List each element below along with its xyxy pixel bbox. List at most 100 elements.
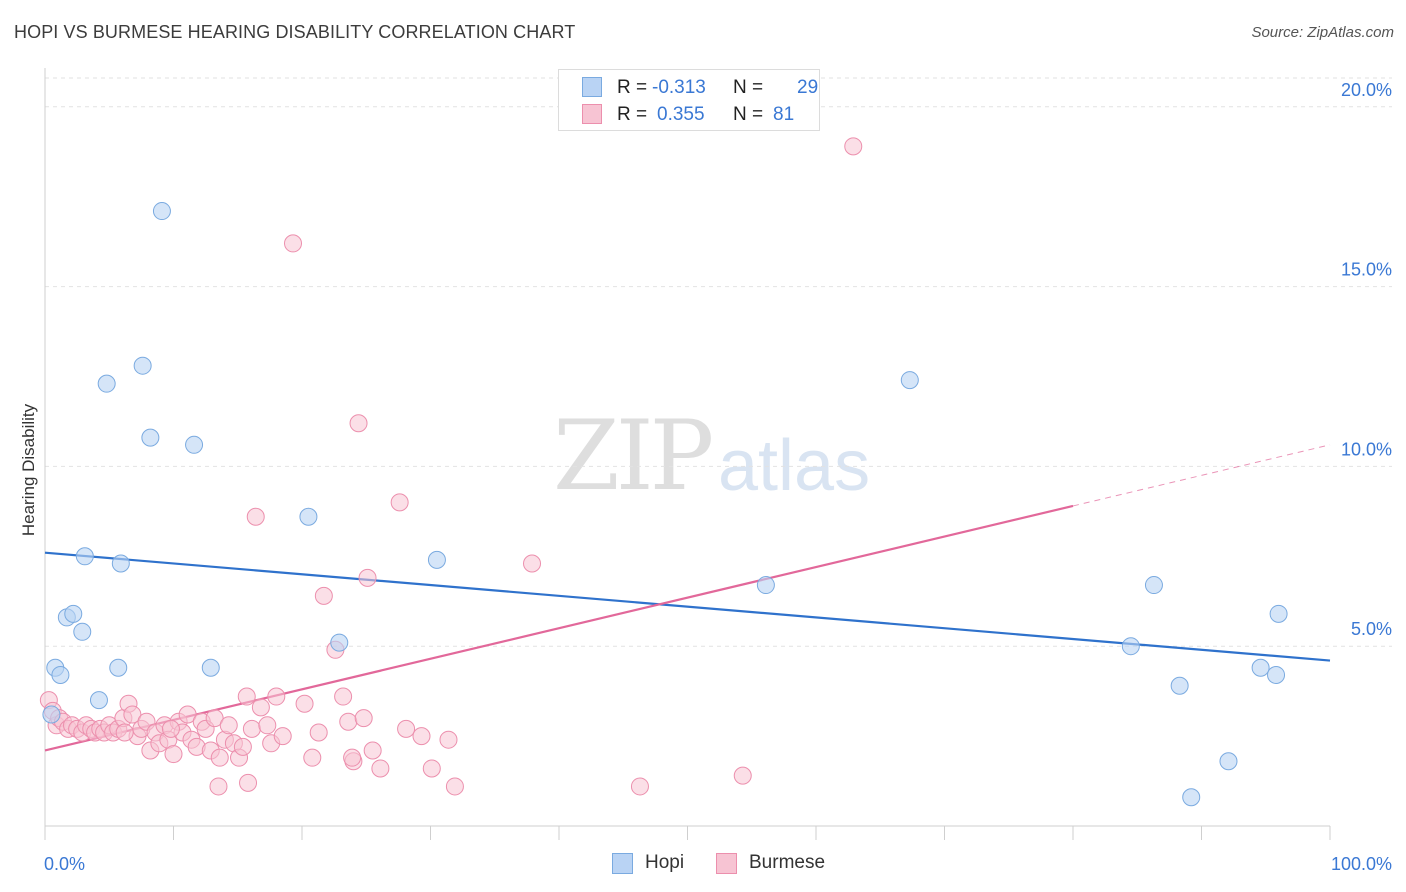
hopi-trend-line [44,551,1331,662]
burmese-point [242,719,261,738]
source-credit: Source: ZipAtlas.com [1251,24,1394,41]
hopi-point [75,547,94,566]
burmese-legend-label: Burmese [749,852,826,873]
burmese-point [209,777,228,796]
hopi-point [1144,576,1163,595]
hopi-point [1267,665,1286,684]
burmese-point [445,777,464,796]
hopi-point [51,665,70,684]
hopi-point [64,604,83,623]
burmese-point [210,748,229,767]
burmese-swatch [582,104,602,124]
burmese-point [239,773,258,792]
correlation-legend: R = -0.313 N = 29 R = 0.355 N = 81 [558,69,820,131]
burmese-point [339,712,358,731]
hopi-point [185,435,204,454]
burmese-point [233,737,252,756]
hopi-point [97,374,116,393]
burmese-point [412,727,431,746]
hopi-point [141,428,160,447]
burmese-point [343,748,362,767]
hopi-legend-label: Hopi [645,852,685,873]
burmese-point [295,694,314,713]
hopi-point [1251,658,1270,677]
hopi-point [73,622,92,641]
burmese-n-value: 81 [773,104,795,125]
burmese-point [309,723,328,742]
y-axis-label: Hearing Disability [19,403,38,537]
hopi-point [1121,637,1140,656]
burmese-point [219,716,238,735]
x-tick-label: 0.0% [44,854,85,874]
burmese-points [39,137,863,796]
burmese-point [161,719,180,738]
burmese-point [390,493,409,512]
trend-lines [44,444,1331,752]
hopi-swatch [582,77,602,97]
burmese-point [251,698,270,717]
hopi-point [1170,676,1189,695]
burmese-point [371,759,390,778]
burmese-point [358,568,377,587]
x-tick-label: 100.0% [1331,854,1392,874]
hopi-r-value: -0.313 [652,77,706,98]
hopi-points [42,202,1288,807]
grid-lines [45,77,1392,647]
y-tick-label: 20.0% [1341,80,1392,100]
hopi-r-label: R = [617,77,648,98]
burmese-point [303,748,322,767]
burmese-point [246,507,265,526]
burmese-point [397,719,416,738]
hopi-point [1219,752,1238,771]
tick-labels: 5.0% 10.0% 15.0% 20.0% 0.0% 100.0% [44,80,1392,874]
y-tick-label: 10.0% [1341,439,1392,459]
burmese-trend-extension [1072,444,1331,507]
burmese-point [284,234,303,253]
burmese-point [630,777,649,796]
chart-title: HOPI VS BURMESE HEARING DISABILITY CORRE… [14,22,576,42]
hopi-point [133,356,152,375]
hopi-point [201,658,220,677]
hopi-point [152,202,171,221]
hopi-point [89,691,108,710]
burmese-point [733,766,752,785]
y-tick-label: 15.0% [1341,260,1392,280]
hopi-point [756,576,775,595]
y-tick-label: 5.0% [1351,619,1392,639]
hopi-point [111,554,130,573]
burmese-r-label: R = [617,104,648,125]
burmese-point [178,705,197,724]
hopi-point [109,658,128,677]
hopi-legend-swatch [612,853,633,874]
hopi-point [900,371,919,390]
burmese-point [237,687,256,706]
burmese-point [115,723,134,742]
burmese-point [205,709,224,728]
burmese-point [523,554,542,573]
hopi-point [427,550,446,569]
axes [44,68,1331,840]
burmese-n-label: N = [733,104,764,125]
hopi-n-value: 29 [797,77,819,98]
hopi-point [1182,788,1201,807]
burmese-point [258,716,277,735]
burmese-legend-swatch [716,853,737,874]
hopi-point [299,507,318,526]
burmese-point [314,586,333,605]
burmese-point [422,759,441,778]
hopi-point [330,633,349,652]
burmese-point [439,730,458,749]
hopi-point [42,705,61,724]
burmese-point [354,709,373,728]
burmese-point [164,745,183,764]
burmese-point [349,414,368,433]
watermark-zip: ZIP [553,400,714,512]
burmese-point [844,137,863,156]
burmese-point [334,687,353,706]
burmese-point [273,727,292,746]
burmese-point [123,705,142,724]
hopi-point [1269,604,1288,623]
burmese-point [267,687,286,706]
hopi-n-label: N = [733,77,764,98]
